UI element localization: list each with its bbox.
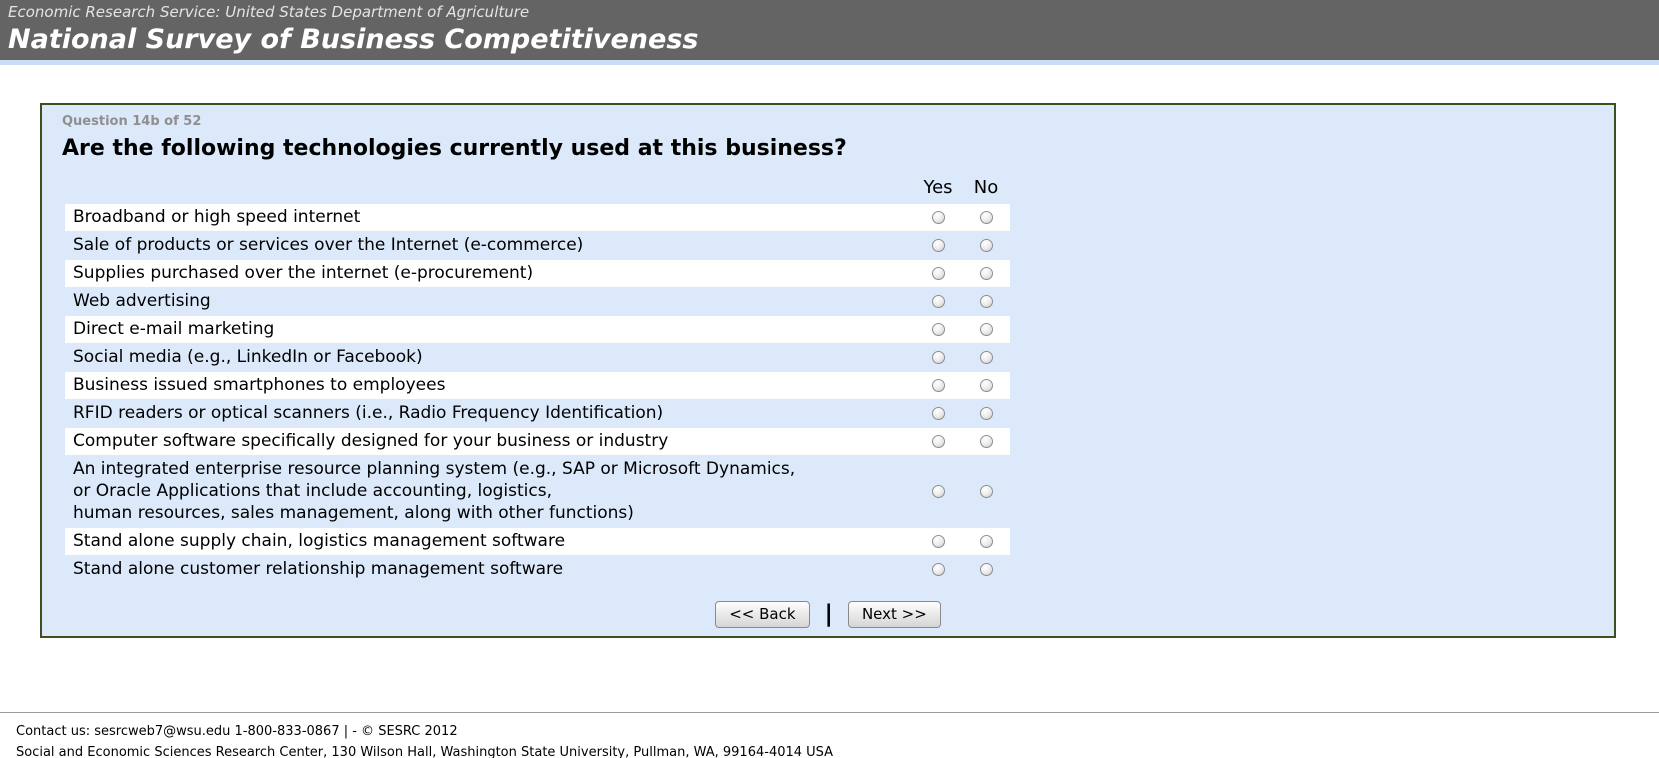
yes-cell [914, 316, 962, 343]
table-row: Supplies purchased over the internet (e-… [65, 260, 1010, 287]
yes-cell [914, 232, 962, 259]
yes-radio[interactable] [931, 485, 945, 498]
no-cell [962, 288, 1010, 315]
technology-label: Sale of products or services over the In… [73, 235, 584, 255]
yes-cell [914, 260, 962, 287]
yes-cell [914, 556, 962, 583]
button-separator: | [824, 601, 833, 627]
next-button[interactable]: Next >> [847, 601, 941, 628]
yes-cell [914, 456, 962, 527]
no-cell [962, 372, 1010, 399]
no-radio[interactable] [979, 485, 993, 498]
table-row: Direct e-mail marketing [65, 316, 1010, 343]
yes-cell [914, 372, 962, 399]
table-row: Computer software specifically designed … [65, 428, 1010, 455]
technology-label: Broadband or high speed internet [73, 207, 361, 227]
no-radio[interactable] [979, 379, 993, 392]
table-row: Stand alone customer relationship manage… [65, 556, 1010, 583]
yes-radio[interactable] [931, 267, 945, 280]
yes-radio[interactable] [931, 407, 945, 420]
no-radio[interactable] [979, 211, 993, 224]
technology-label: RFID readers or optical scanners (i.e., … [73, 403, 664, 423]
technology-label: Computer software specifically designed … [73, 431, 669, 451]
banner-divider-strip [0, 60, 1659, 65]
header-banner: Economic Research Service: United States… [0, 0, 1659, 60]
yes-radio[interactable] [931, 563, 945, 576]
navigation-buttons: << Back | Next >> [42, 601, 1614, 628]
survey-title: National Survey of Business Competitiven… [8, 24, 699, 55]
no-column-header: No [973, 177, 999, 198]
no-radio[interactable] [979, 563, 993, 576]
technology-label: Social media (e.g., LinkedIn or Facebook… [73, 347, 423, 367]
no-cell [962, 260, 1010, 287]
yes-radio[interactable] [931, 211, 945, 224]
technology-label: Supplies purchased over the internet (e-… [73, 263, 534, 283]
technology-label: Stand alone customer relationship manage… [73, 559, 564, 579]
yes-radio[interactable] [931, 323, 945, 336]
no-cell [962, 400, 1010, 427]
page-footer: Contact us: sesrcweb7@wsu.edu 1-800-833-… [0, 712, 1659, 758]
yes-radio[interactable] [931, 295, 945, 308]
no-cell [962, 316, 1010, 343]
question-title: Are the following technologies currently… [62, 136, 847, 161]
yes-cell [914, 344, 962, 371]
table-row: Broadband or high speed internet [65, 204, 1010, 231]
no-cell [962, 204, 1010, 231]
table-row: Business issued smartphones to employees [65, 372, 1010, 399]
yes-cell [914, 528, 962, 555]
footer-address-line: Social and Economic Sciences Research Ce… [16, 745, 834, 758]
no-radio[interactable] [979, 407, 993, 420]
no-cell [962, 428, 1010, 455]
table-row: RFID readers or optical scanners (i.e., … [65, 400, 1010, 427]
question-number: Question 14b of 52 [62, 114, 202, 129]
yes-cell [914, 428, 962, 455]
yes-radio[interactable] [931, 535, 945, 548]
technology-grid: Yes No Broadband or high speed internet S… [65, 177, 1010, 583]
no-cell [962, 456, 1010, 527]
no-cell [962, 528, 1010, 555]
table-row: Stand alone supply chain, logistics mana… [65, 528, 1010, 555]
table-row: An integrated enterprise resource planni… [65, 456, 1010, 527]
footer-contact-line: Contact us: sesrcweb7@wsu.edu 1-800-833-… [16, 724, 458, 739]
question-panel: Question 14b of 52 Are the following tec… [40, 103, 1616, 638]
no-radio[interactable] [979, 435, 993, 448]
back-button[interactable]: << Back [715, 601, 810, 628]
no-radio[interactable] [979, 323, 993, 336]
yes-radio[interactable] [931, 379, 945, 392]
yes-column-header: Yes [923, 177, 953, 198]
technology-label: An integrated enterprise resource planni… [73, 459, 796, 523]
no-cell [962, 232, 1010, 259]
technology-label: Direct e-mail marketing [73, 319, 275, 339]
yes-radio[interactable] [931, 435, 945, 448]
no-radio[interactable] [979, 351, 993, 364]
technology-label: Stand alone supply chain, logistics mana… [73, 531, 566, 551]
table-row: Social media (e.g., LinkedIn or Facebook… [65, 344, 1010, 371]
no-cell [962, 344, 1010, 371]
yes-cell [914, 288, 962, 315]
yes-cell [914, 400, 962, 427]
technology-rows: Broadband or high speed internet Sale of … [65, 204, 1010, 583]
no-radio[interactable] [979, 239, 993, 252]
no-radio[interactable] [979, 267, 993, 280]
column-headers: Yes No [65, 177, 1010, 203]
technology-label: Web advertising [73, 291, 211, 311]
table-row: Sale of products or services over the In… [65, 232, 1010, 259]
yes-cell [914, 204, 962, 231]
technology-label: Business issued smartphones to employees [73, 375, 446, 395]
agency-subtitle: Economic Research Service: United States… [8, 3, 530, 21]
no-radio[interactable] [979, 295, 993, 308]
no-cell [962, 556, 1010, 583]
table-row: Web advertising [65, 288, 1010, 315]
yes-radio[interactable] [931, 351, 945, 364]
no-radio[interactable] [979, 535, 993, 548]
yes-radio[interactable] [931, 239, 945, 252]
